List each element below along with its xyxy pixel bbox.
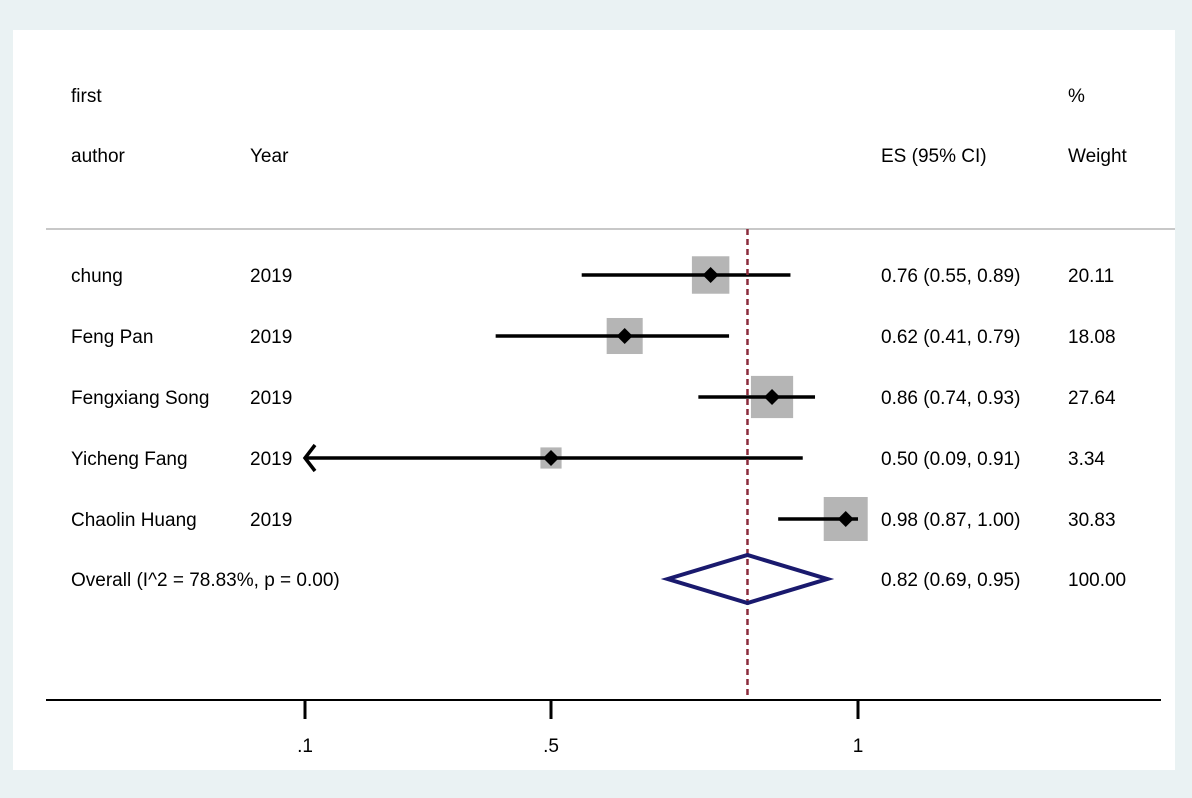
header-author: author (71, 146, 126, 167)
study-rows: chung 2019 0.76 (0.55, 0.89) 20.11 Feng Pan 2… (71, 266, 1126, 591)
study-author: Feng Pan (71, 327, 153, 348)
overall-diamond (660, 552, 835, 606)
study-weight-label: 18.08 (1068, 327, 1116, 348)
study-year: 2019 (250, 327, 292, 348)
study-year: 2019 (250, 510, 292, 531)
forest-plot: first author Year ES (95% CI) % Weight c… (13, 30, 1175, 770)
study-es-label: 0.86 (0.74, 0.93) (881, 388, 1020, 409)
header-year: Year (250, 146, 289, 167)
study-author: chung (71, 266, 123, 287)
header-first: first (71, 86, 102, 107)
study-weight-label: 27.64 (1068, 388, 1116, 409)
x-axis-ticks: .1 .5 1 (297, 700, 863, 757)
overall-label: Overall (I^2 = 78.83%, p = 0.00) (71, 570, 340, 591)
point-estimate (764, 389, 781, 405)
point-estimate (702, 267, 719, 283)
overall-es-label: 0.82 (0.69, 0.95) (881, 570, 1020, 591)
point-estimate (543, 450, 559, 466)
study-year: 2019 (250, 388, 292, 409)
ci-arrow-left (302, 443, 317, 473)
overall-weight-label: 100.00 (1068, 570, 1126, 591)
x-tick-label: .5 (543, 736, 559, 757)
header-es-ci: ES (95% CI) (881, 146, 987, 167)
study-author: Yicheng Fang (71, 449, 188, 470)
study-weight-label: 30.83 (1068, 510, 1116, 531)
study-marks (302, 229, 868, 700)
point-estimate (616, 328, 633, 344)
study-year: 2019 (250, 449, 292, 470)
x-tick-label: 1 (853, 736, 864, 757)
header-weight: Weight (1068, 146, 1128, 167)
forest-plot-svg: first author Year ES (95% CI) % Weight c… (46, 86, 1175, 757)
header-percent: % (1068, 86, 1085, 107)
study-author: Fengxiang Song (71, 388, 209, 409)
study-es-label: 0.62 (0.41, 0.79) (881, 327, 1020, 348)
study-es-label: 0.50 (0.09, 0.91) (881, 449, 1020, 470)
study-weight-label: 20.11 (1068, 266, 1114, 287)
study-year: 2019 (250, 266, 292, 287)
study-author: Chaolin Huang (71, 510, 197, 531)
point-estimate (837, 511, 854, 527)
study-es-label: 0.98 (0.87, 1.00) (881, 510, 1020, 531)
study-es-label: 0.76 (0.55, 0.89) (881, 266, 1020, 287)
x-tick-label: .1 (297, 736, 313, 757)
study-weight-label: 3.34 (1068, 449, 1105, 470)
